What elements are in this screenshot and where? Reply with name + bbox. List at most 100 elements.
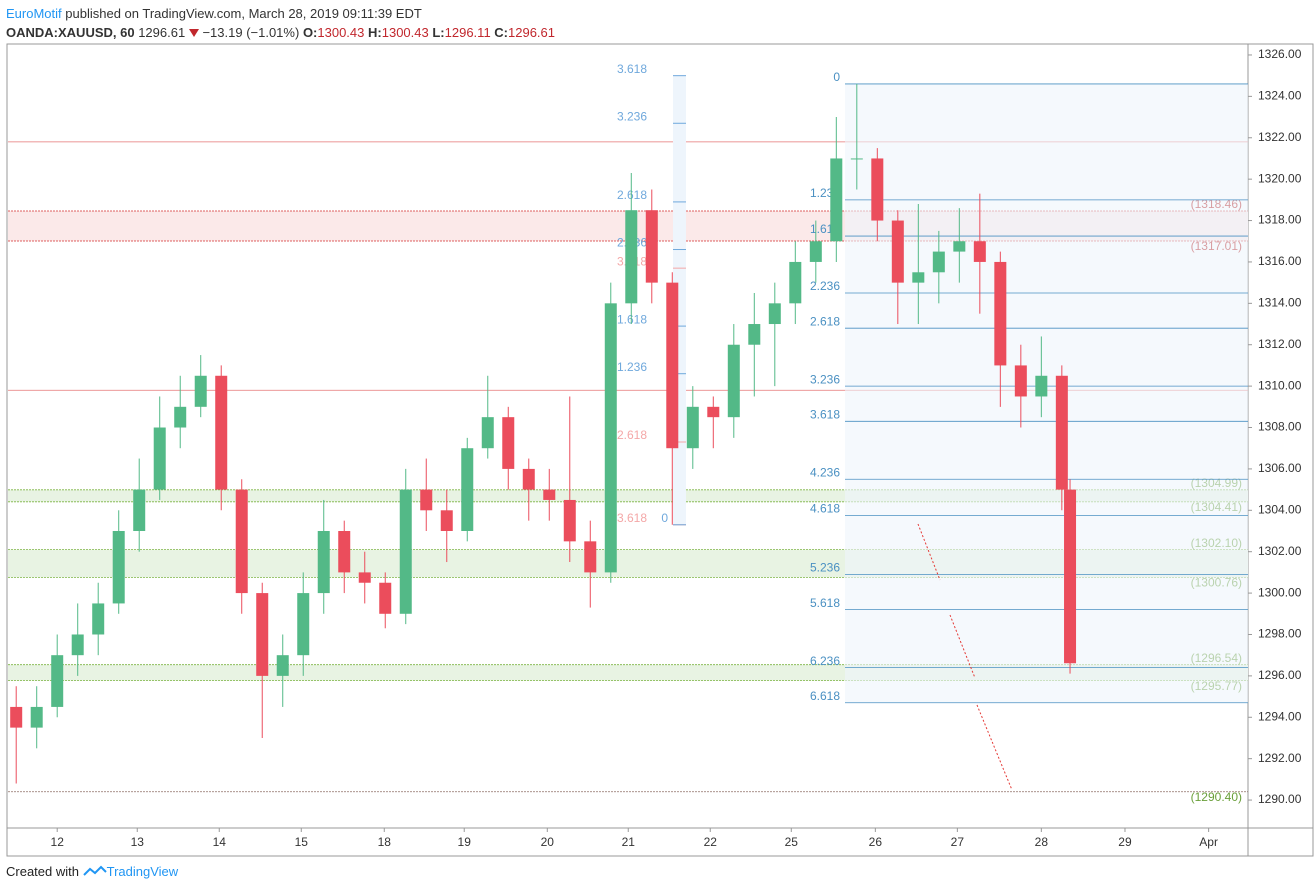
candle-body bbox=[994, 261, 1007, 366]
candle-body bbox=[358, 572, 371, 583]
candle-body bbox=[666, 282, 679, 449]
y-tick-label: 1306.00 bbox=[1258, 461, 1302, 475]
x-tick-label: 14 bbox=[213, 835, 227, 849]
candle-body bbox=[686, 406, 699, 449]
fib-label: 2.618 bbox=[617, 428, 647, 442]
y-tick-label: 1302.00 bbox=[1258, 544, 1302, 558]
candle-body bbox=[953, 241, 966, 252]
fib-label: 3.618 bbox=[617, 62, 647, 76]
candle-body bbox=[10, 706, 23, 728]
candle-body bbox=[112, 530, 125, 604]
fib-label: 2.236 bbox=[810, 279, 840, 293]
y-tick-label: 1298.00 bbox=[1258, 627, 1302, 641]
candle-body bbox=[850, 158, 863, 160]
fib-label: 3.618 bbox=[617, 511, 647, 525]
ohlc-value: 1296.61 bbox=[508, 25, 556, 40]
candle-body bbox=[1064, 489, 1077, 664]
fib-label: 0 bbox=[661, 511, 668, 525]
fib-label: 4.618 bbox=[810, 502, 840, 516]
symbol: OANDA:XAUUSD, 60 bbox=[6, 25, 135, 40]
author[interactable]: EuroMotif bbox=[6, 6, 62, 21]
ohlc-value: 1300.43 bbox=[317, 25, 365, 40]
ohlc-value: 1300.43 bbox=[381, 25, 429, 40]
brand[interactable]: TradingView bbox=[106, 864, 179, 879]
y-tick-label: 1308.00 bbox=[1258, 420, 1302, 434]
fib-label: 2.618 bbox=[810, 314, 840, 328]
x-tick-label: 28 bbox=[1035, 835, 1049, 849]
fib-label: 1.618 bbox=[617, 312, 647, 326]
y-tick-label: 1318.00 bbox=[1258, 213, 1302, 227]
candle-body bbox=[379, 582, 392, 614]
header: EuroMotif published on TradingView.com, … bbox=[6, 4, 555, 42]
y-tick-label: 1300.00 bbox=[1258, 585, 1302, 599]
x-tick-label: 12 bbox=[51, 835, 65, 849]
candle-body bbox=[912, 272, 925, 283]
y-tick-label: 1316.00 bbox=[1258, 254, 1302, 268]
candle-body bbox=[153, 427, 166, 490]
candle-body bbox=[604, 303, 617, 573]
fib-label: 0 bbox=[833, 70, 840, 84]
y-tick-label: 1304.00 bbox=[1258, 502, 1302, 516]
candle-body bbox=[973, 241, 986, 262]
frame bbox=[6, 43, 1314, 857]
candle-body bbox=[563, 499, 576, 542]
footer: Created with TradingView bbox=[6, 864, 178, 879]
candle-body bbox=[481, 417, 494, 449]
candle-body bbox=[830, 158, 843, 242]
fib-label: 6.618 bbox=[810, 689, 840, 703]
candle-body bbox=[92, 603, 105, 635]
y-tick-label: 1290.00 bbox=[1258, 792, 1302, 806]
candle-body bbox=[215, 375, 228, 490]
candle-body bbox=[932, 251, 945, 273]
candle-body bbox=[502, 417, 515, 469]
candle-body bbox=[71, 634, 84, 656]
candle-body bbox=[645, 210, 658, 283]
x-tick-label: 13 bbox=[131, 835, 145, 849]
x-tick-label: 27 bbox=[951, 835, 965, 849]
y-tick-label: 1294.00 bbox=[1258, 709, 1302, 723]
y-tick-label: 1320.00 bbox=[1258, 171, 1302, 185]
projection-arrow bbox=[976, 704, 1013, 791]
x-tick-label: 18 bbox=[378, 835, 392, 849]
ohlc-label: O: bbox=[302, 25, 318, 40]
candle-body bbox=[871, 158, 884, 221]
ohlc-label: C: bbox=[494, 25, 509, 40]
candle-body bbox=[891, 220, 904, 283]
fib-label: 3.236 bbox=[810, 372, 840, 386]
candle-body bbox=[30, 706, 43, 728]
candle-body bbox=[809, 241, 822, 262]
fib-label: 2.618 bbox=[617, 188, 647, 202]
candle-body bbox=[707, 406, 720, 418]
candle-body bbox=[727, 344, 740, 418]
x-tick-label: 25 bbox=[785, 835, 799, 849]
candle-body bbox=[748, 324, 761, 345]
projection-arrow bbox=[949, 614, 976, 679]
candle-body bbox=[338, 530, 351, 573]
candle-body bbox=[297, 593, 310, 656]
y-tick-label: 1310.00 bbox=[1258, 378, 1302, 392]
change: −13.19 (−1.01%) bbox=[202, 25, 300, 40]
fib-label: 3.236 bbox=[617, 109, 647, 123]
fib-label: 6.236 bbox=[810, 654, 840, 668]
fib-label: 5.618 bbox=[810, 596, 840, 610]
y-tick-label: 1326.00 bbox=[1258, 47, 1302, 61]
x-tick-label: 20 bbox=[541, 835, 555, 849]
candle-body bbox=[399, 489, 412, 614]
x-tick-label: Apr bbox=[1199, 835, 1218, 849]
fib-label: 4.236 bbox=[810, 465, 840, 479]
candle-body bbox=[440, 510, 453, 531]
y-tick-label: 1292.00 bbox=[1258, 751, 1302, 765]
candle-body bbox=[235, 489, 248, 594]
candle-body bbox=[256, 593, 269, 676]
candle-body bbox=[133, 489, 146, 531]
x-tick-label: 29 bbox=[1118, 835, 1132, 849]
candle-body bbox=[543, 489, 556, 500]
candle-body bbox=[584, 541, 597, 573]
candle-body bbox=[1035, 375, 1048, 397]
candle-body bbox=[522, 468, 535, 490]
candle-body bbox=[1014, 365, 1027, 397]
x-tick-label: 15 bbox=[295, 835, 309, 849]
candle-body bbox=[276, 655, 289, 676]
candle-body bbox=[194, 375, 207, 407]
x-tick-label: 19 bbox=[458, 835, 472, 849]
